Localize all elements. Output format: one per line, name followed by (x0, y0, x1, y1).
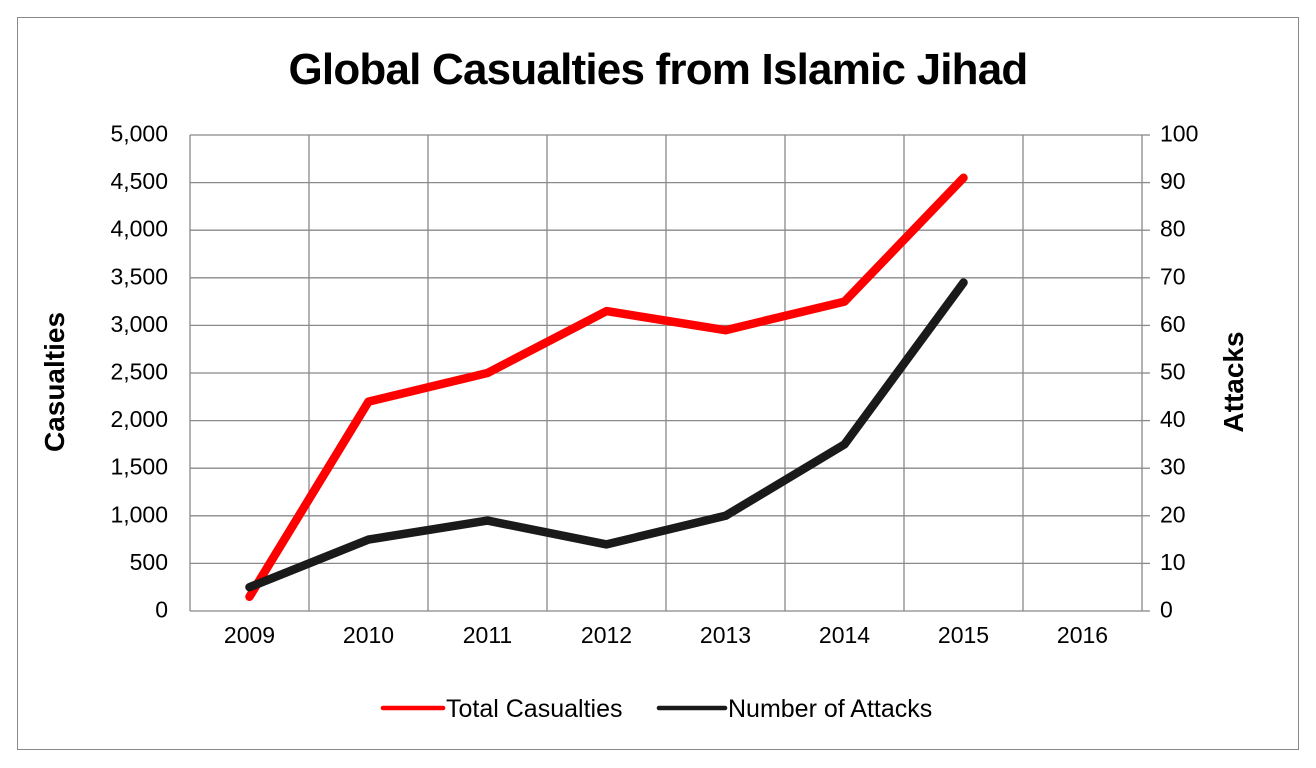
svg-text:2013: 2013 (700, 622, 751, 648)
svg-text:2,500: 2,500 (110, 359, 168, 385)
svg-text:2014: 2014 (819, 622, 870, 648)
svg-text:2016: 2016 (1057, 622, 1108, 648)
svg-text:3,000: 3,000 (110, 311, 168, 337)
svg-text:60: 60 (1160, 311, 1186, 337)
svg-text:500: 500 (130, 549, 168, 575)
svg-text:Casualties: Casualties (39, 312, 70, 452)
svg-text:50: 50 (1160, 359, 1186, 385)
svg-text:2012: 2012 (581, 622, 632, 648)
svg-text:Number of Attacks: Number of Attacks (728, 695, 932, 723)
svg-text:100: 100 (1160, 121, 1198, 147)
svg-text:1,500: 1,500 (110, 454, 168, 480)
svg-text:Attacks: Attacks (1218, 331, 1249, 432)
svg-text:30: 30 (1160, 454, 1186, 480)
svg-text:4,000: 4,000 (110, 216, 168, 242)
svg-text:2011: 2011 (463, 622, 512, 648)
svg-text:80: 80 (1160, 216, 1186, 242)
svg-text:40: 40 (1160, 406, 1186, 432)
svg-text:5,000: 5,000 (110, 121, 168, 147)
svg-text:2009: 2009 (224, 622, 275, 648)
svg-text:1,000: 1,000 (110, 501, 168, 527)
svg-text:20: 20 (1160, 501, 1186, 527)
svg-text:70: 70 (1160, 263, 1186, 289)
svg-text:3,500: 3,500 (110, 263, 168, 289)
svg-text:2,000: 2,000 (110, 406, 168, 432)
svg-text:0: 0 (155, 597, 168, 623)
svg-text:2010: 2010 (343, 622, 394, 648)
svg-text:90: 90 (1160, 168, 1186, 194)
svg-text:4,500: 4,500 (110, 168, 168, 194)
svg-text:10: 10 (1160, 549, 1186, 575)
svg-text:Total Casualties: Total Casualties (446, 695, 622, 723)
svg-text:2015: 2015 (938, 622, 989, 648)
svg-text:0: 0 (1160, 597, 1173, 623)
